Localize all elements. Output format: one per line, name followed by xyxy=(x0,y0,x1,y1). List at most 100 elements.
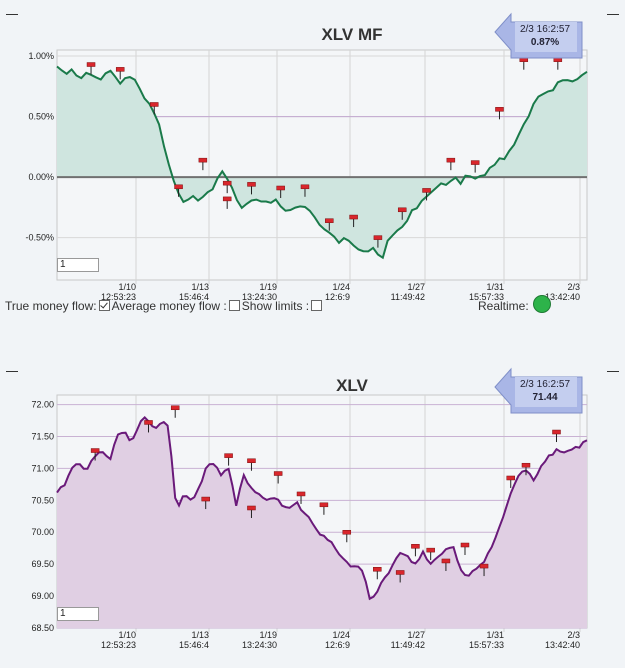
price-chart: 72.00 71.50 71.00 70.50 70.00 69.50 69.00 68.50… xyxy=(31,367,588,650)
collapse-dash-right-2[interactable] xyxy=(607,371,619,372)
value-callout: 2/3 16:2:57 0.87% xyxy=(494,12,583,59)
event-marker[interactable] xyxy=(495,107,504,120)
event-marker[interactable] xyxy=(411,544,420,557)
event-marker[interactable] xyxy=(300,184,310,197)
y-tick-label: 68.50 xyxy=(31,623,54,633)
event-marker[interactable] xyxy=(247,458,256,471)
x-tick-time: 15:57:33 xyxy=(469,640,504,650)
event-marker[interactable] xyxy=(149,102,159,115)
x-tick-date: 2/3 xyxy=(567,630,580,640)
event-marker[interactable] xyxy=(296,491,306,504)
event-marker[interactable] xyxy=(170,405,180,418)
event-marker[interactable] xyxy=(395,570,405,583)
y-tick-label: 71.50 xyxy=(31,431,54,441)
x-tick-date: 1/19 xyxy=(259,282,277,292)
x-tick-date: 1/31 xyxy=(486,282,504,292)
event-marker[interactable] xyxy=(86,62,96,75)
x-tick-date: 1/10 xyxy=(118,630,136,640)
average-money-flow-checkbox[interactable] xyxy=(228,300,240,311)
event-marker[interactable] xyxy=(441,558,451,571)
y-tick-label: 0.50% xyxy=(28,112,54,122)
event-marker[interactable] xyxy=(506,475,515,488)
event-marker[interactable] xyxy=(273,471,283,484)
collapse-dash-left[interactable] xyxy=(6,14,18,15)
true-money-flow-label: True money flow: xyxy=(5,299,97,313)
realtime-status-icon[interactable] xyxy=(533,295,551,313)
x-tick-time: 15:46:4 xyxy=(179,292,209,302)
event-marker[interactable] xyxy=(319,502,329,515)
series-area xyxy=(57,66,587,258)
x-tick-time: 13:24:30 xyxy=(242,292,277,302)
x-tick-time: 11:49:42 xyxy=(391,640,425,650)
zoom-input[interactable]: 1 xyxy=(57,258,99,272)
y-tick-label: 70.00 xyxy=(31,527,54,537)
x-tick-date: 1/27 xyxy=(407,282,425,292)
event-marker[interactable] xyxy=(201,496,210,510)
event-marker[interactable] xyxy=(373,567,382,580)
money-flow-chart: 1.00%0.50%0.00%-0.50%1/1012:53:231/1315:… xyxy=(25,12,588,302)
callout-time: 2/3 16:2:57 xyxy=(520,24,570,35)
y-tick-label: 70.50 xyxy=(31,495,54,505)
x-tick-time: 13:42:40 xyxy=(545,640,580,650)
event-marker[interactable] xyxy=(115,67,125,80)
y-tick-label: -0.50% xyxy=(25,233,54,243)
callout-time: 2/3 16:2:57 xyxy=(520,379,570,390)
x-tick-date: 1/10 xyxy=(118,282,136,292)
money-flow-panel: 1.00% 0.50% 0.00% -0.50% 1/10 12:53:23 1/13 15:… xyxy=(0,0,625,330)
event-marker[interactable] xyxy=(174,184,183,197)
x-tick-time: 12:53:23 xyxy=(101,292,136,302)
x-tick-date: 1/31 xyxy=(486,630,504,640)
x-tick-time: 12:6:9 xyxy=(325,292,350,302)
chart-title: XLV MF xyxy=(321,25,382,44)
event-marker[interactable] xyxy=(470,160,480,173)
event-marker[interactable] xyxy=(90,448,100,461)
average-money-flow-label: Average money flow : xyxy=(111,299,227,313)
y-tick-label: 0.00% xyxy=(28,172,54,182)
x-tick-date: 1/27 xyxy=(407,630,425,640)
event-marker[interactable] xyxy=(224,453,233,466)
event-marker[interactable] xyxy=(460,542,470,556)
y-tick-label: 71.00 xyxy=(31,463,54,473)
series-area xyxy=(57,417,587,628)
event-marker[interactable] xyxy=(446,157,456,171)
event-marker[interactable] xyxy=(342,529,352,543)
event-marker[interactable] xyxy=(521,462,531,476)
x-tick-date: 1/24 xyxy=(332,282,350,292)
x-tick-time: 11:49:42 xyxy=(391,292,425,302)
x-tick-date: 1/19 xyxy=(259,630,277,640)
chart-title: XLV xyxy=(336,376,368,395)
x-tick-time: 15:57:33 xyxy=(469,292,504,302)
event-marker[interactable] xyxy=(222,180,232,194)
event-marker[interactable] xyxy=(373,235,383,248)
event-marker[interactable] xyxy=(349,214,358,228)
x-tick-date: 2/3 xyxy=(567,282,580,292)
y-tick-label: 1.00% xyxy=(28,51,54,61)
event-marker[interactable] xyxy=(198,157,208,171)
y-tick-label: 72.00 xyxy=(31,400,54,410)
x-tick-date: 1/13 xyxy=(191,282,209,292)
y-tick-label: 69.00 xyxy=(31,591,54,601)
event-marker[interactable] xyxy=(276,185,285,198)
x-tick-time: 12:6:9 xyxy=(325,640,350,650)
show-limits-label: Show limits : xyxy=(241,299,310,313)
x-tick-time: 13:24:30 xyxy=(242,640,277,650)
event-marker[interactable] xyxy=(552,429,561,443)
value-callout: 2/3 16:2:57 71.44 xyxy=(494,367,583,414)
series-line xyxy=(56,415,588,601)
event-marker[interactable] xyxy=(397,207,407,220)
zoom-input-2[interactable]: 1 xyxy=(57,607,99,621)
event-marker[interactable] xyxy=(222,196,232,209)
true-money-flow-checkbox[interactable] xyxy=(98,300,110,311)
price-panel: 72.00 71.50 71.00 70.50 70.00 69.50 69.00 68.50… xyxy=(0,355,625,668)
event-marker[interactable] xyxy=(422,188,431,201)
event-marker[interactable] xyxy=(426,547,435,561)
collapse-dash-left-2[interactable] xyxy=(6,371,18,372)
event-marker[interactable] xyxy=(144,420,153,433)
event-marker[interactable] xyxy=(325,218,334,231)
event-marker[interactable] xyxy=(479,563,489,577)
event-marker[interactable] xyxy=(247,505,256,518)
y-tick-label: 69.50 xyxy=(31,559,54,569)
show-limits-checkbox[interactable] xyxy=(311,300,323,311)
collapse-dash-right[interactable] xyxy=(607,14,619,15)
event-marker[interactable] xyxy=(247,182,256,195)
